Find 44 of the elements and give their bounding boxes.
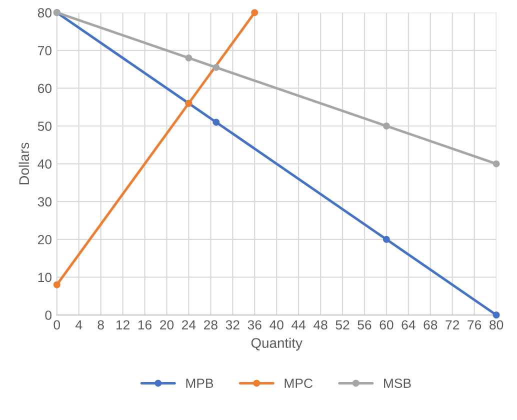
point — [185, 54, 192, 62]
x-tick-label: 4 — [75, 320, 82, 330]
y-tick-label: 80 — [38, 8, 52, 18]
legend-label: MPC — [284, 378, 313, 388]
point — [492, 312, 500, 318]
point — [382, 122, 390, 130]
x-tick-label: 72 — [446, 320, 460, 330]
x-tick-label: 60 — [380, 320, 394, 330]
x-tick-label: 24 — [182, 320, 196, 330]
x-tick-label: 56 — [358, 320, 372, 330]
point — [212, 64, 220, 71]
x-tick-label: 48 — [314, 320, 328, 330]
x-tick-label: 52 — [336, 320, 350, 330]
point — [212, 118, 220, 126]
legend-label: MSB — [384, 378, 411, 388]
x-tick-label: 8 — [98, 320, 104, 330]
x-tick-label: 76 — [468, 320, 482, 330]
x-tick-label: 0 — [54, 320, 60, 330]
point — [251, 9, 258, 16]
x-tick-label: 40 — [270, 320, 284, 330]
x-tick-label: 32 — [226, 320, 240, 330]
x-tick-label: 20 — [160, 320, 174, 330]
x-tick-label: 80 — [490, 320, 504, 330]
y-tick-label: 30 — [38, 197, 52, 207]
x-axis-title: Quantity — [251, 338, 302, 351]
point — [492, 160, 500, 168]
y-tick-label: 40 — [38, 159, 52, 169]
y-axis-title: Dollars — [18, 142, 30, 184]
y-tick-label: 60 — [38, 84, 52, 94]
y-tick-label: 10 — [38, 272, 52, 282]
x-tick-label: 64 — [402, 320, 416, 330]
y-tick-label: 50 — [38, 122, 52, 131]
x-tick-label: 44 — [292, 320, 306, 330]
x-tick-label: 28 — [204, 320, 218, 330]
x-tick-label: 68 — [424, 320, 438, 330]
x-tick-label: 16 — [138, 320, 152, 330]
point — [53, 281, 60, 288]
x-tick-label: 12 — [116, 320, 130, 330]
y-tick-label: 0 — [45, 310, 52, 320]
point — [382, 236, 390, 243]
x-tick-label: 36 — [248, 320, 262, 330]
y-tick-label: 20 — [38, 234, 52, 244]
y-tick-label: 70 — [38, 46, 52, 56]
legend-label: MPB — [186, 378, 214, 388]
